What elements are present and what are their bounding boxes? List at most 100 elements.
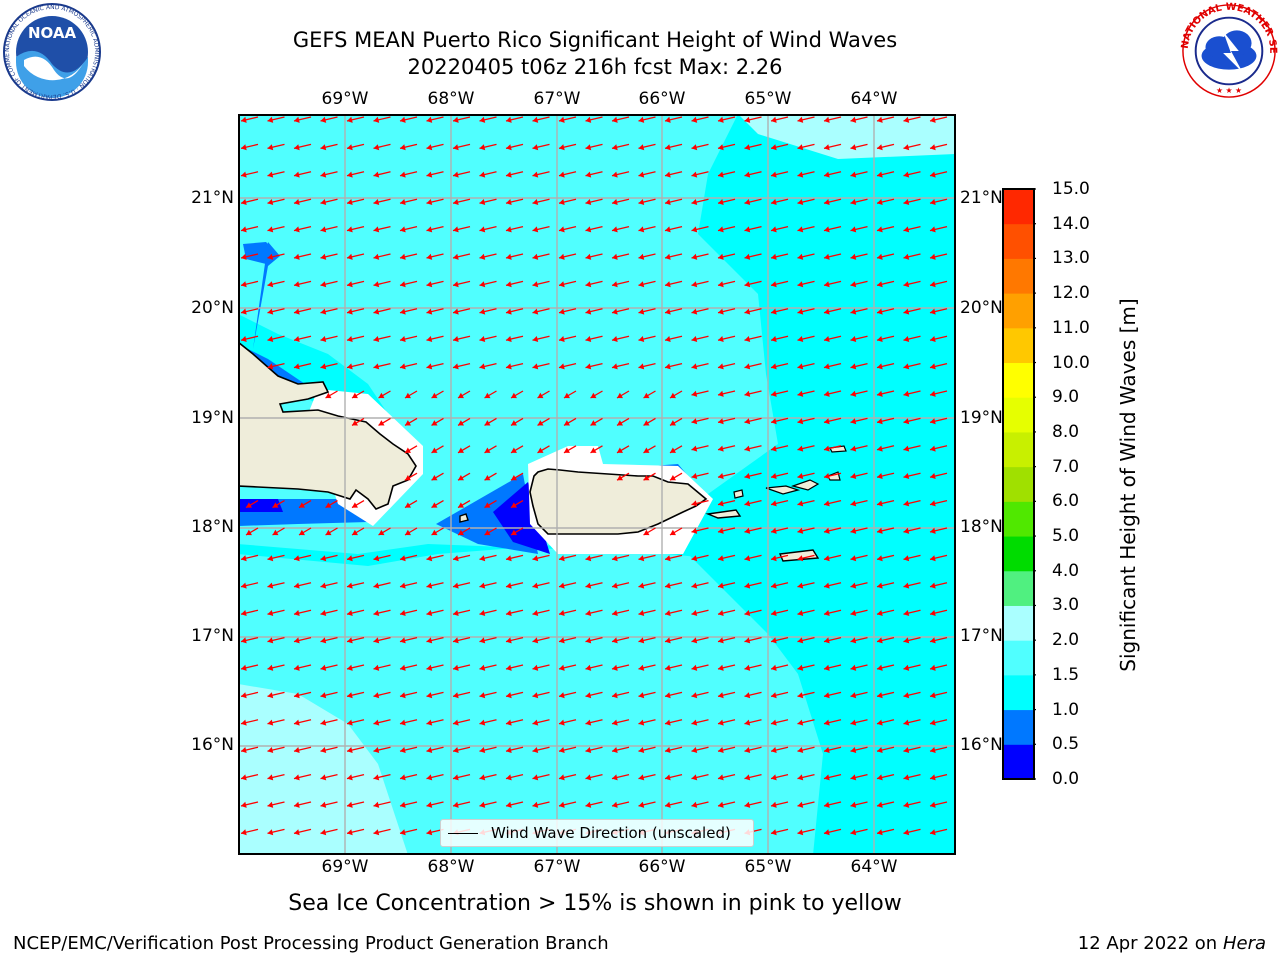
lon-tick-bottom: 68°W <box>427 857 475 877</box>
wave-direction-arrowhead <box>850 363 857 370</box>
wave-direction-arrowhead <box>400 774 406 781</box>
wave-direction-arrowhead <box>431 447 438 453</box>
wave-direction-arrowhead <box>479 747 486 754</box>
wave-direction-arrowhead <box>294 171 300 178</box>
land-mona-island <box>459 513 469 523</box>
colorbar-cell <box>1003 640 1034 676</box>
wave-direction-arrowhead <box>930 390 936 397</box>
wave-direction-arrowhead <box>241 664 247 671</box>
wave-direction-arrowhead <box>903 637 910 644</box>
wave-direction-arrowhead <box>347 774 353 781</box>
wave-direction-arrowhead <box>638 774 645 781</box>
wave-direction-arrowhead <box>612 719 618 726</box>
wave-direction-arrowhead <box>744 719 751 726</box>
wave-direction-arrowhead <box>373 144 380 151</box>
land-st-john <box>790 479 820 491</box>
wave-direction-arrowhead <box>373 116 380 123</box>
wave-direction-arrowhead <box>744 801 751 808</box>
land-hispaniola <box>239 341 417 510</box>
wave-direction-arrowhead <box>532 308 539 315</box>
wave-direction-arrowhead <box>511 474 517 481</box>
lon-tick-top: 67°W <box>533 89 581 109</box>
wave-direction-arrowhead <box>241 281 247 288</box>
wave-direction-arrowhead <box>824 116 830 123</box>
wave-direction-arrowhead <box>453 610 459 617</box>
wave-direction-arrowhead <box>718 363 724 370</box>
wave-direction-arrowhead <box>325 392 332 399</box>
wave-direction-arrowhead <box>903 829 910 836</box>
wave-direction-arrowhead <box>930 253 936 260</box>
wave-direction-arrowhead <box>612 664 618 671</box>
wave-direction-arrowhead <box>903 336 910 343</box>
wave-direction-arrowhead <box>453 253 459 260</box>
wave-direction-arrowhead <box>691 555 698 562</box>
wave-direction-arrowhead <box>665 308 671 315</box>
wave-direction-arrowhead <box>267 226 274 233</box>
wave-direction-arrowhead <box>638 719 645 726</box>
wave-direction-arrowhead <box>426 719 433 726</box>
wave-direction-arrowhead <box>850 144 857 151</box>
lon-tick-bottom: 64°W <box>850 857 898 877</box>
wave-direction-arrowhead <box>744 637 751 644</box>
wave-direction-arrowhead <box>405 392 411 399</box>
colorbar-cell <box>1003 223 1034 259</box>
wave-direction-arrowhead <box>670 474 676 481</box>
wave-direction-arrowhead <box>506 582 512 589</box>
wave-direction-arrowhead <box>691 610 698 617</box>
wave-direction-arrowhead <box>241 116 247 123</box>
wave-direction-arrowhead <box>373 199 380 206</box>
wave-direction-arrowhead <box>373 253 380 260</box>
colorbar-tick-label: 6.0 <box>1052 491 1080 512</box>
wave-direction-arrowhead <box>930 664 936 671</box>
wave-direction-arrowhead <box>718 473 724 480</box>
wave-direction-arrowhead <box>241 829 247 836</box>
wave-direction-arrowhead <box>797 500 804 507</box>
wave-direction-arrowhead <box>320 144 327 151</box>
wave-direction-arrowhead <box>903 116 910 123</box>
wave-direction-arrowhead <box>744 308 751 315</box>
wave-direction-arrowhead <box>638 582 645 589</box>
wave-direction-arrowhead <box>903 500 910 507</box>
wave-direction-arrowhead <box>400 555 406 562</box>
wave-direction-arrowhead <box>585 610 592 617</box>
wave-direction-arrowhead <box>299 529 305 536</box>
wave-direction-arrowhead <box>771 664 777 671</box>
wave-direction-arrowhead <box>824 281 830 288</box>
wave-direction-arrowhead <box>638 637 645 644</box>
footer-date: 12 Apr 2022 on Hera <box>1078 933 1266 955</box>
wave-direction-arrowhead <box>744 692 751 699</box>
wave-direction-arrowhead <box>532 610 539 617</box>
wave-direction-arrowhead <box>638 664 645 671</box>
colorbar-cell <box>1003 570 1034 606</box>
wave-direction-arrowhead <box>294 637 300 644</box>
wave-direction-arrowhead <box>930 527 936 534</box>
wave-direction-arrowhead <box>638 116 645 123</box>
colorbar-tick-label: 15.0 <box>1052 179 1090 199</box>
wave-direction-arrowhead <box>426 801 433 808</box>
wave-direction-arrowhead <box>824 390 830 397</box>
colorbar-tick-label: 11.0 <box>1052 317 1090 338</box>
wave-direction-arrowhead <box>824 829 830 836</box>
wave-direction-arrowhead <box>797 747 804 754</box>
wave-direction-arrowhead <box>294 281 300 288</box>
chart-subtitle: 20220405 t06z 216h fcst Max: 2.26 <box>407 55 783 79</box>
wave-direction-arrowhead <box>612 116 618 123</box>
wave-direction-arrowhead <box>426 363 433 370</box>
wave-direction-arrowhead <box>453 281 459 288</box>
wave-direction-arrowhead <box>903 445 910 452</box>
wave-direction-arrowhead <box>585 637 592 644</box>
wave-direction-arrowhead <box>453 363 459 370</box>
wave-direction-arrowhead <box>294 253 300 260</box>
wave-direction-arrowhead <box>299 502 305 508</box>
wave-direction-arrowhead <box>771 692 777 699</box>
wave-direction-arrowhead <box>246 502 252 508</box>
wave-direction-arrowhead <box>320 582 327 589</box>
wave-direction-arrowhead <box>373 747 380 754</box>
wave-direction-arrowhead <box>453 637 459 644</box>
wave-direction-arrowhead <box>559 199 565 206</box>
map-legend: Wind Wave Direction (unscaled) <box>440 819 754 847</box>
wave-direction-arrowhead <box>612 171 618 178</box>
wave-direction-arrowhead <box>453 555 459 562</box>
wave-direction-arrowhead <box>347 610 353 617</box>
wave-direction-arrowhead <box>850 281 857 288</box>
